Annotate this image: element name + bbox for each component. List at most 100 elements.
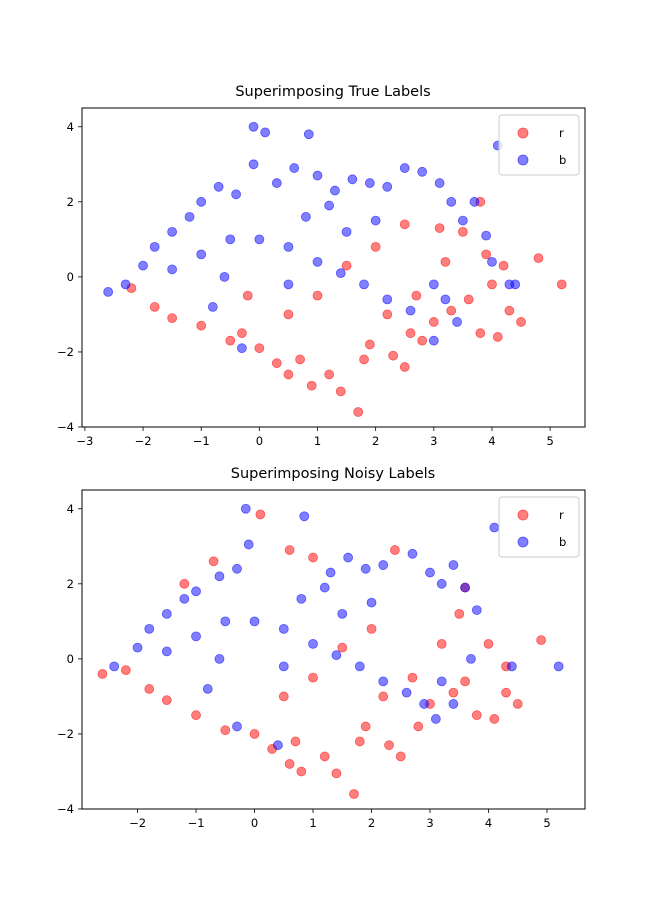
point-r-16 — [413, 721, 424, 732]
point-r-32 — [312, 290, 323, 301]
point-r-10 — [331, 768, 342, 779]
x-tick-label: 4 — [488, 434, 495, 448]
point-r-33 — [283, 309, 294, 320]
plot-frame — [81, 489, 586, 810]
point-b-29 — [354, 661, 365, 672]
x-tick-label: −1 — [193, 434, 210, 448]
point-b-28 — [510, 279, 521, 290]
point-b-17 — [436, 578, 447, 589]
point-r-37 — [440, 256, 451, 267]
point-r-28 — [390, 545, 400, 555]
legend-marker-b — [517, 536, 529, 548]
point-b-34 — [220, 616, 231, 627]
point-b-28 — [378, 676, 389, 687]
point-r-39 — [364, 339, 375, 350]
point-b-40 — [225, 234, 236, 245]
point-r-14 — [399, 362, 410, 372]
point-b-30 — [440, 294, 451, 305]
point-b-32 — [428, 335, 439, 346]
point-b-4 — [167, 226, 178, 237]
legend-label-r: r — [559, 508, 564, 522]
y-axis: −4 −2 0 2 4 — [57, 120, 82, 434]
point-b-43 — [319, 582, 330, 593]
point-b-11 — [260, 127, 271, 138]
point-b-47 — [419, 699, 430, 709]
point-r-35 — [337, 642, 348, 653]
point-b-44 — [237, 343, 247, 354]
point-b-41 — [337, 608, 348, 619]
point-b-24 — [457, 215, 468, 226]
point-b-0 — [103, 286, 114, 297]
point-b-3 — [161, 608, 172, 619]
point-b-39 — [278, 661, 289, 672]
point-b-22 — [434, 178, 445, 188]
legend: rb — [498, 496, 580, 558]
point-b-43 — [207, 302, 218, 312]
chart-true-labels: Superimposing True Labels −3 −2 −1 0 1 2 3 4 5 −… — [57, 84, 586, 448]
point-r-15 — [395, 751, 406, 762]
point-b-23 — [506, 661, 517, 672]
point-b-16 — [425, 567, 435, 578]
point-b-40 — [366, 597, 377, 608]
point-b-23 — [446, 196, 457, 207]
point-b-3 — [149, 241, 160, 252]
point-r-2 — [144, 684, 155, 694]
point-r-29 — [255, 509, 266, 520]
point-b-7 — [232, 563, 242, 574]
point-r-41 — [483, 638, 494, 649]
point-b-10 — [299, 511, 310, 522]
point-r-14 — [384, 740, 394, 751]
chart-title: Superimposing Noisy Labels — [231, 466, 435, 482]
x-tick-label: 3 — [426, 816, 433, 830]
point-r-21 — [504, 305, 515, 316]
point-r-8 — [306, 380, 317, 391]
point-r-33 — [179, 578, 190, 589]
y-tick-label: −2 — [57, 727, 74, 741]
point-b-30 — [331, 650, 342, 661]
point-r-23 — [512, 699, 523, 709]
point-b-45 — [283, 279, 294, 290]
point-b-32 — [278, 623, 289, 634]
point-b-18 — [364, 178, 375, 188]
x-tick-label: 2 — [368, 816, 375, 830]
point-r-22 — [501, 687, 511, 698]
legend-label-b: b — [559, 535, 566, 549]
point-r-31 — [341, 260, 352, 271]
point-r-20 — [471, 710, 482, 721]
x-tick-label: 5 — [543, 816, 550, 830]
point-b-22 — [553, 661, 564, 672]
point-b-50 — [219, 271, 230, 282]
chart-title: Superimposing True Labels — [235, 84, 430, 100]
point-b-18 — [448, 560, 459, 570]
point-b-46 — [370, 215, 381, 226]
point-r-1 — [120, 665, 131, 676]
point-r-17 — [446, 305, 457, 316]
point-r-39 — [407, 672, 418, 683]
point-r-4 — [191, 710, 201, 721]
point-r-26 — [457, 226, 468, 237]
point-b-4 — [179, 593, 190, 604]
point-b-9 — [248, 159, 259, 170]
point-b-15 — [407, 548, 418, 559]
point-r-13 — [388, 350, 399, 361]
point-r-30 — [370, 241, 381, 252]
point-r-2 — [167, 313, 178, 324]
x-tick-label: 0 — [256, 434, 263, 448]
scatter-points — [97, 503, 564, 799]
point-b-20 — [399, 163, 410, 173]
point-r-29 — [399, 219, 410, 230]
point-b-9 — [240, 503, 251, 514]
point-r-24 — [533, 253, 544, 264]
point-b-20 — [471, 605, 482, 615]
point-b-6 — [196, 196, 207, 207]
point-b-1 — [120, 279, 131, 290]
point-r-11 — [349, 789, 359, 799]
point-r-31 — [308, 552, 318, 563]
point-r-32 — [208, 556, 219, 567]
point-r-38 — [405, 328, 416, 339]
point-r-43 — [481, 249, 492, 260]
point-r-13 — [354, 736, 365, 747]
point-b-13 — [312, 170, 323, 181]
point-b-2 — [144, 623, 155, 634]
